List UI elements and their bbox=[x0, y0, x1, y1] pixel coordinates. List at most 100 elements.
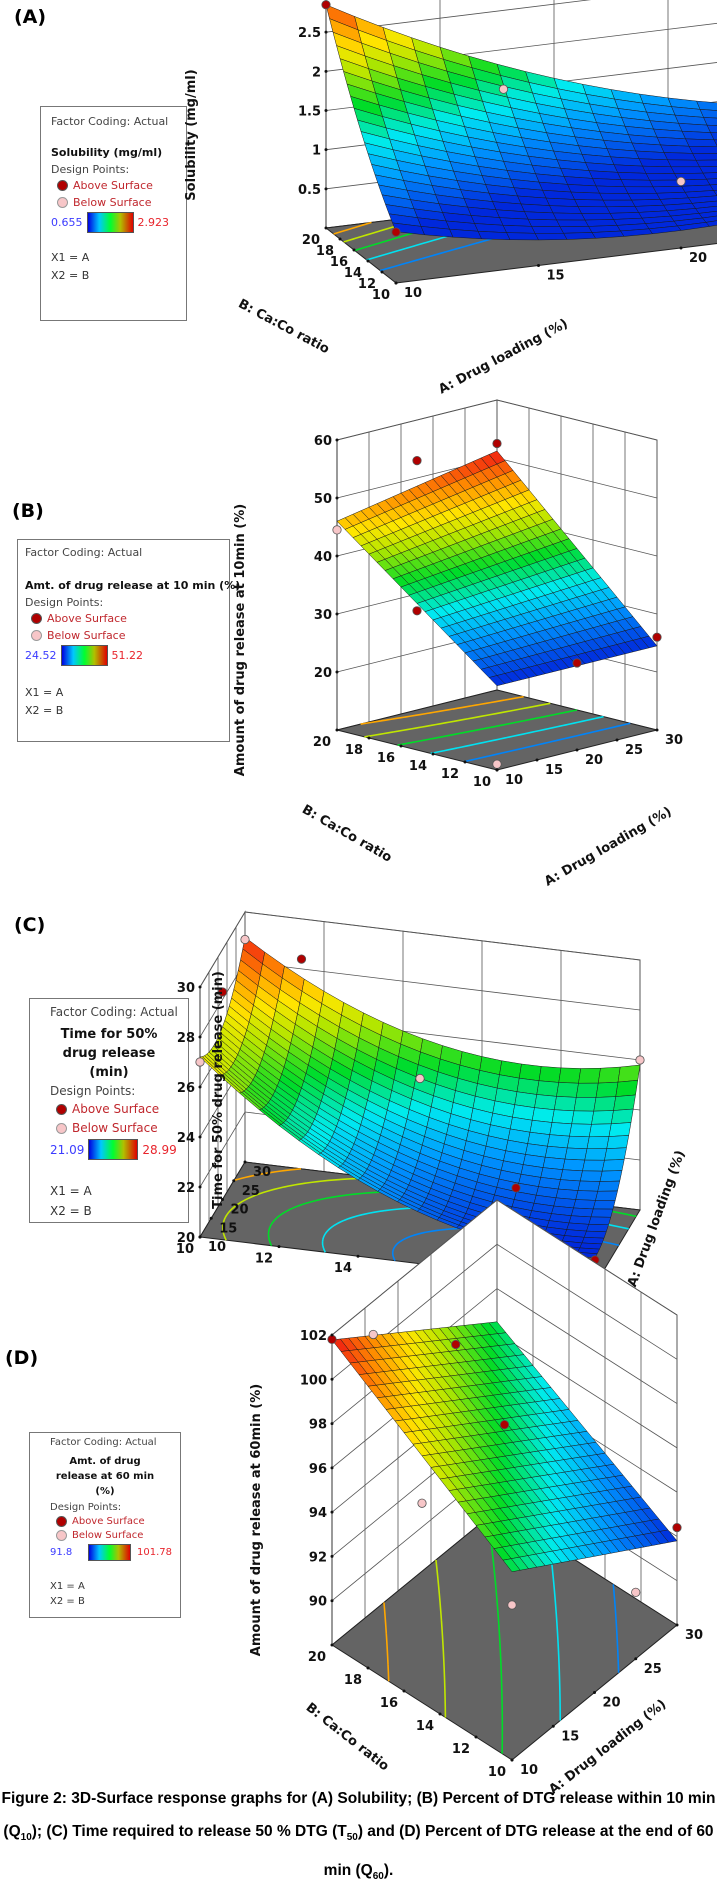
legend-above-label: Above Surface bbox=[47, 612, 127, 625]
x-tick-mark bbox=[232, 1179, 236, 1183]
z-tick-mark bbox=[330, 1422, 334, 1426]
x-tick-label: 20 bbox=[585, 753, 603, 768]
design-point-below bbox=[631, 1587, 641, 1597]
z-tick-label: 2 bbox=[312, 65, 321, 80]
legend: Factor Coding: Actual Amt. of drug relea… bbox=[17, 539, 240, 742]
y-tick-label: 12 bbox=[255, 1252, 273, 1267]
x-tick-mark bbox=[679, 246, 683, 250]
contour-line bbox=[360, 695, 524, 725]
x-tick-mark bbox=[615, 738, 619, 742]
z-tick-label: 26 bbox=[177, 1081, 195, 1096]
z-tick-mark bbox=[198, 1085, 202, 1089]
z-tick-label: 98 bbox=[309, 1418, 327, 1433]
legend-below: Below Surface bbox=[56, 1121, 180, 1135]
x-tick-mark bbox=[243, 1160, 247, 1164]
z-tick-label: 20 bbox=[177, 1231, 195, 1246]
z-tick-mark bbox=[330, 1377, 334, 1381]
design-point-below bbox=[415, 1073, 425, 1084]
z-tick-label: 22 bbox=[177, 1181, 195, 1196]
z-tick-mark bbox=[335, 554, 339, 558]
color-scale-bar bbox=[60, 645, 108, 666]
x-tick-label: 25 bbox=[644, 1662, 662, 1677]
z-tick-mark bbox=[335, 670, 339, 674]
z-tick-label: 40 bbox=[314, 550, 332, 565]
y-tick-label: 18 bbox=[316, 244, 334, 259]
below-surface-marker-icon bbox=[57, 197, 68, 208]
scale-max: 51.22 bbox=[111, 649, 144, 662]
y-tick-mark bbox=[402, 1689, 406, 1693]
legend-x2: X2 = B bbox=[50, 1204, 92, 1218]
contour-line bbox=[364, 702, 551, 738]
legend-above-label: Above Surface bbox=[72, 1102, 160, 1116]
z-tick-label: 90 bbox=[309, 1595, 327, 1610]
z-tick-label: 20 bbox=[314, 666, 332, 681]
legend: Factor Coding: Actual Solubility (mg/ml)… bbox=[40, 106, 187, 321]
y-tick-label: 10 bbox=[473, 775, 491, 790]
x-tick-label: 30 bbox=[253, 1165, 271, 1180]
above-surface-marker-icon bbox=[56, 1516, 67, 1527]
design-point-above bbox=[672, 1522, 682, 1533]
y-tick-mark bbox=[366, 1666, 370, 1670]
legend-factor-coding: Factor Coding: Actual bbox=[50, 1437, 157, 1448]
y-tick-label: 14 bbox=[416, 1719, 434, 1734]
panel-d: (D) Factor Coding: Actual Amt. of drug r… bbox=[5, 1198, 703, 1798]
y-tick-mark bbox=[367, 736, 371, 740]
z-tick-mark bbox=[324, 69, 328, 73]
legend-factor-coding: Factor Coding: Actual bbox=[25, 546, 143, 559]
x-tick-mark bbox=[634, 1657, 638, 1661]
caption-subscript: 10 bbox=[20, 1832, 32, 1844]
caption-text: ); (C) Time required to release 50 % DTG… bbox=[31, 1823, 347, 1840]
surface-cell bbox=[488, 675, 506, 687]
y-tick-mark bbox=[380, 270, 384, 274]
legend: Factor Coding: Actual Amt. of drug relea… bbox=[29, 1432, 181, 1618]
z-tick-label: 102 bbox=[300, 1329, 327, 1344]
y-tick-label: 16 bbox=[377, 751, 395, 766]
above-surface-marker-icon bbox=[56, 1103, 67, 1115]
z-tick-label: 28 bbox=[177, 1031, 195, 1046]
y-tick-mark bbox=[338, 237, 342, 241]
design-point-below bbox=[507, 1600, 517, 1610]
panel-label: (C) bbox=[14, 914, 46, 936]
legend-design-points: Design Points: bbox=[25, 596, 104, 609]
caption-text: Figure 2: 3D-Surface response graphs for… bbox=[1, 1790, 716, 1840]
legend-x1: X1 = A bbox=[50, 1581, 85, 1592]
legend-design-points: Design Points: bbox=[50, 1084, 136, 1098]
y-tick-label: 14 bbox=[334, 1261, 352, 1276]
color-scale: 0.655 2.923 bbox=[51, 212, 176, 233]
surface-cell bbox=[502, 1558, 521, 1573]
legend-above-label: Above Surface bbox=[73, 179, 153, 192]
design-point-above bbox=[412, 455, 422, 466]
legend-x2: X2 = B bbox=[25, 704, 64, 717]
below-surface-marker-icon bbox=[56, 1122, 67, 1134]
legend-factor-coding: Factor Coding: Actual bbox=[51, 115, 169, 128]
design-point-above bbox=[391, 227, 401, 237]
caption-text: ) and (D) Percent of DTG release at the … bbox=[323, 1823, 714, 1880]
panel-a: (A) Factor Coding: Actual Solubility (mg… bbox=[0, 0, 717, 440]
z-tick-mark bbox=[335, 496, 339, 500]
legend-response-title: Solubility (mg/ml) bbox=[51, 146, 163, 159]
y-tick-mark bbox=[277, 1245, 281, 1249]
legend-response-title: Time for 50% drug release (min) bbox=[60, 1027, 158, 1080]
color-scale: 24.52 51.22 bbox=[25, 645, 222, 666]
z-axis-label: Time for 50% drug release (min) bbox=[211, 971, 226, 1209]
design-point-above bbox=[217, 987, 228, 997]
legend-response-title: Amt. of drug release at 60 min (%) bbox=[55, 1456, 155, 1497]
y-tick-mark bbox=[330, 1643, 334, 1647]
legend-x2: X2 = B bbox=[50, 1596, 85, 1607]
x-tick-mark bbox=[575, 748, 579, 752]
y-tick-label: 20 bbox=[302, 233, 320, 248]
caption-text: ). bbox=[383, 1862, 394, 1880]
z-axis-label: Solubility (mg/ml) bbox=[184, 69, 199, 200]
design-point-below bbox=[498, 84, 509, 94]
color-scale-bar bbox=[88, 1139, 139, 1160]
caption-subscript: 50 bbox=[346, 1832, 358, 1844]
legend-x1: X1 = A bbox=[50, 1184, 92, 1198]
y-tick-mark bbox=[510, 1758, 514, 1762]
z-axis-label: Amount of drug release at 60min (%) bbox=[249, 1384, 264, 1656]
design-point-below bbox=[332, 525, 342, 535]
y-tick-label: 12 bbox=[358, 277, 376, 292]
x-tick-mark bbox=[537, 264, 540, 267]
y-tick-label: 14 bbox=[344, 266, 362, 281]
y-tick-mark bbox=[352, 248, 356, 252]
legend-above: Above Surface bbox=[56, 1102, 180, 1116]
